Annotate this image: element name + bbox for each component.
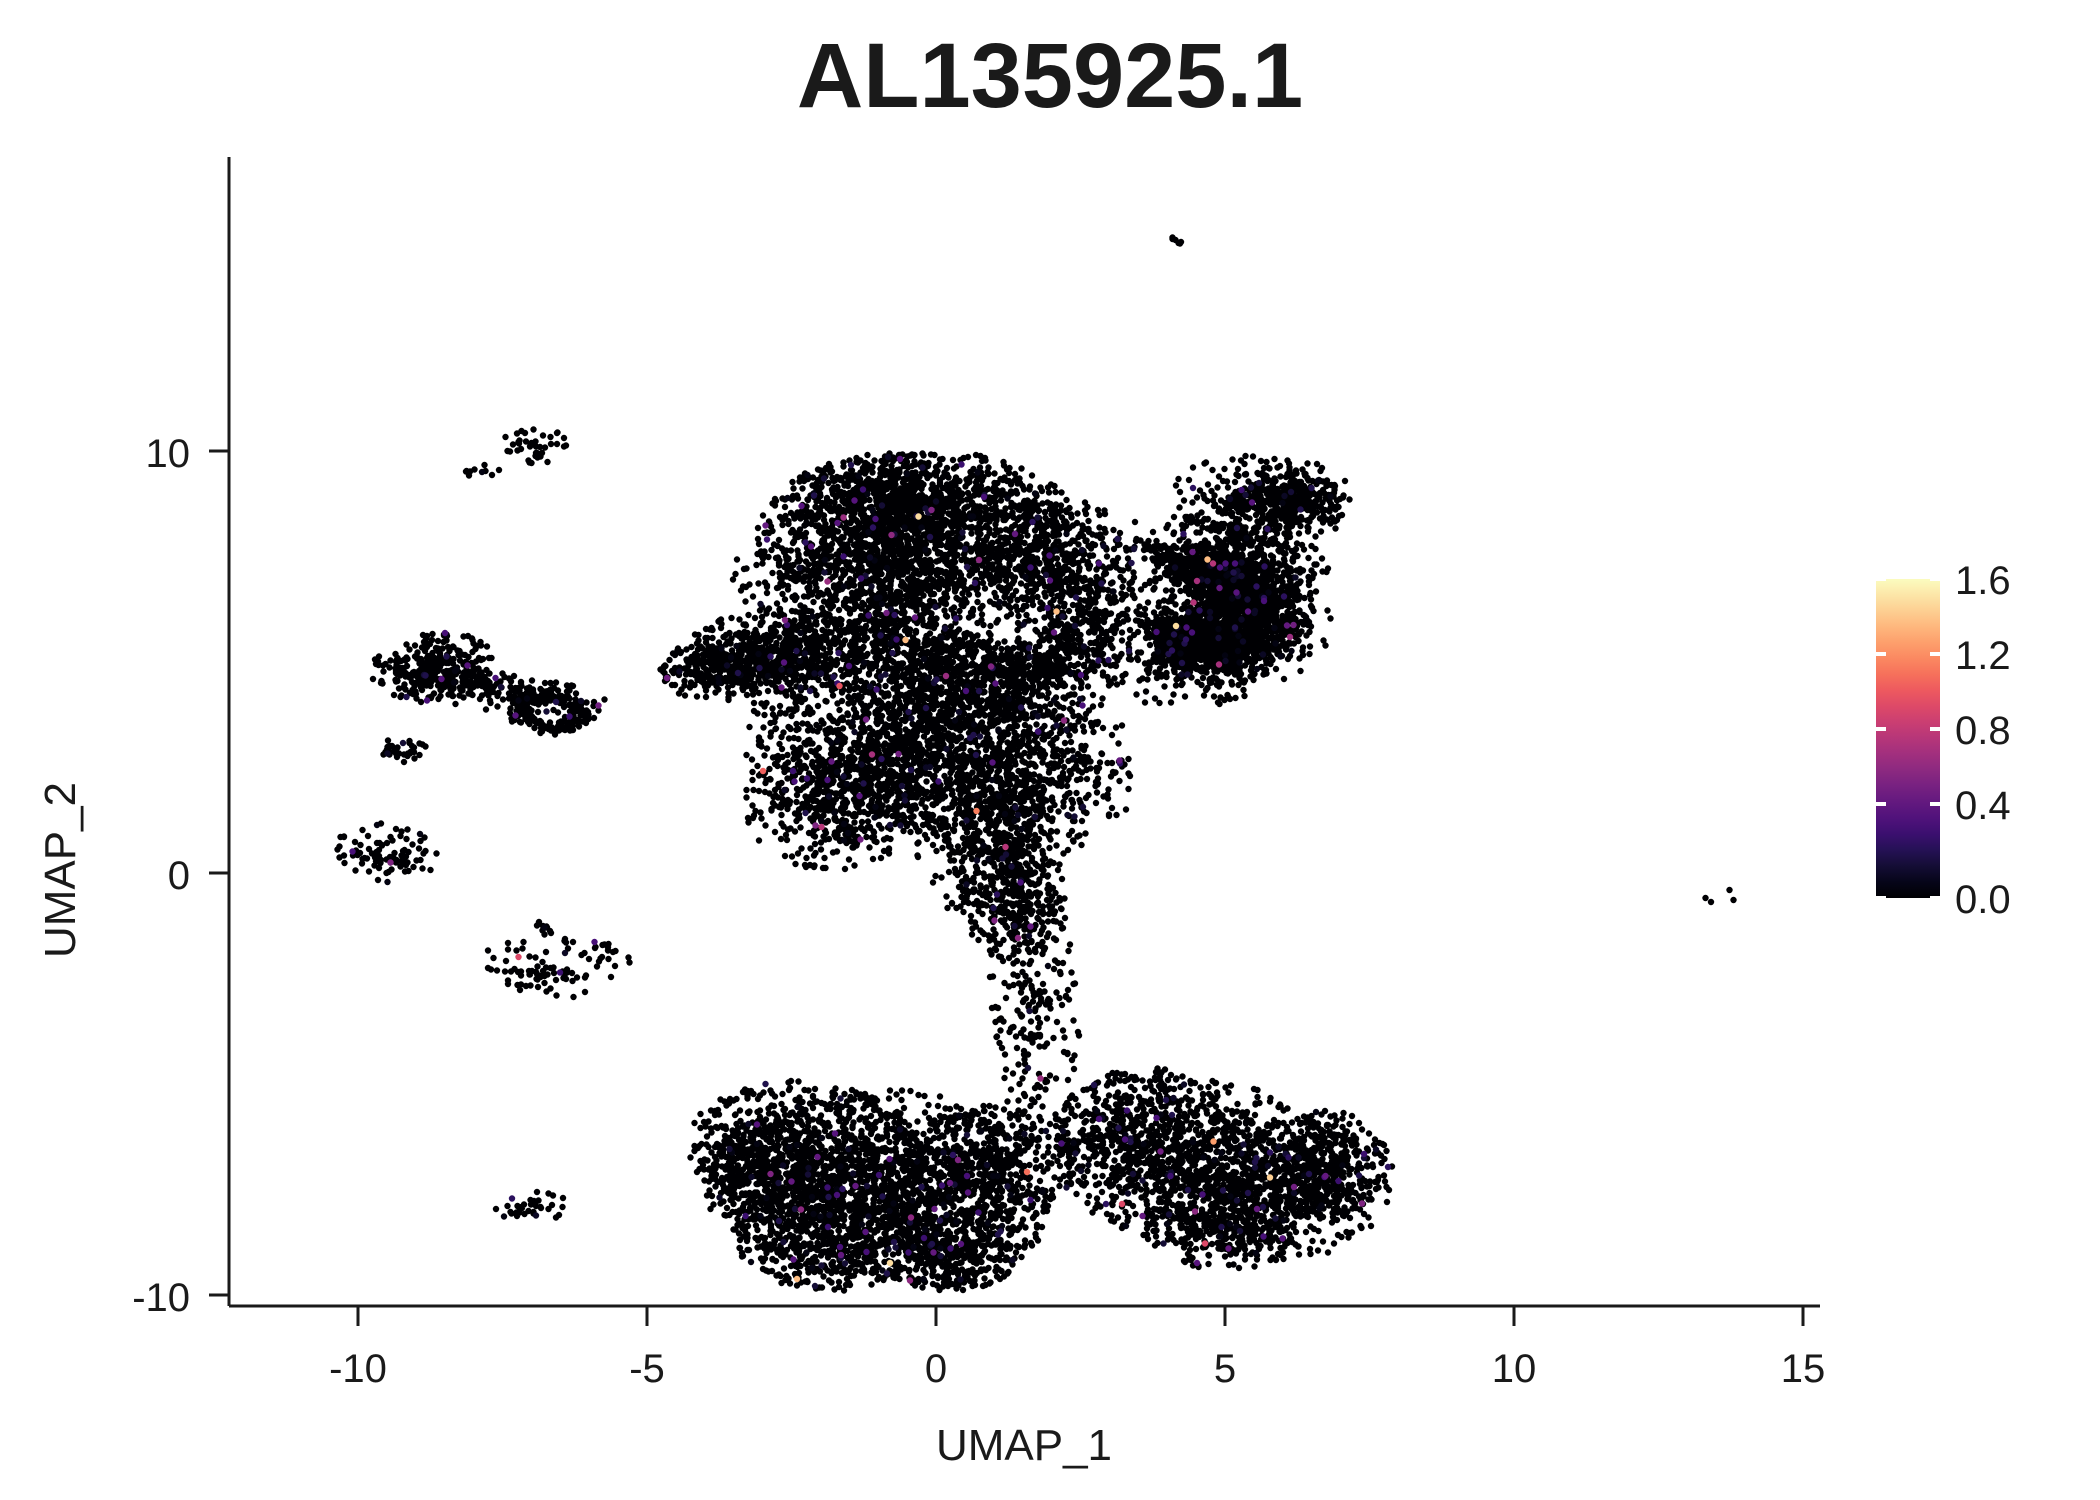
svg-text:0.8: 0.8	[1955, 709, 2011, 753]
svg-text:0.4: 0.4	[1955, 784, 2011, 828]
svg-text:0: 0	[925, 1347, 947, 1391]
svg-text:-5: -5	[629, 1347, 665, 1391]
svg-text:5: 5	[1214, 1347, 1236, 1391]
svg-text:-10: -10	[132, 1276, 190, 1320]
svg-text:UMAP_2: UMAP_2	[36, 782, 85, 958]
svg-text:0: 0	[168, 854, 190, 898]
svg-text:0.0: 0.0	[1955, 878, 2011, 922]
svg-text:1.6: 1.6	[1955, 559, 2011, 603]
svg-text:1.2: 1.2	[1955, 634, 2011, 678]
svg-text:UMAP_1: UMAP_1	[936, 1421, 1112, 1470]
svg-text:10: 10	[1492, 1347, 1537, 1391]
svg-text:10: 10	[146, 432, 191, 476]
svg-text:15: 15	[1781, 1347, 1826, 1391]
svg-text:-10: -10	[329, 1347, 387, 1391]
